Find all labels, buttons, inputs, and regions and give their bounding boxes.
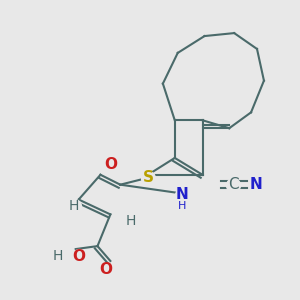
Text: N: N (175, 187, 188, 202)
Text: H: H (53, 249, 63, 263)
Text: N: N (250, 177, 262, 192)
Text: O: O (72, 248, 85, 263)
Text: H: H (68, 200, 79, 214)
Text: C: C (228, 177, 238, 192)
Text: O: O (99, 262, 112, 278)
Text: H: H (178, 202, 186, 212)
Text: H: H (126, 214, 136, 228)
Text: S: S (142, 170, 154, 185)
Text: O: O (104, 158, 117, 172)
